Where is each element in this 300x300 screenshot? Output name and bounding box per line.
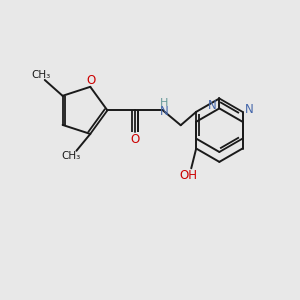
- Text: OH: OH: [179, 169, 197, 182]
- Text: CH₃: CH₃: [62, 151, 81, 161]
- Text: CH₃: CH₃: [31, 70, 50, 80]
- Text: N: N: [208, 99, 217, 112]
- Text: O: O: [87, 74, 96, 87]
- Text: H: H: [160, 98, 168, 108]
- Text: N: N: [160, 105, 168, 118]
- Text: N: N: [245, 103, 254, 116]
- Text: O: O: [130, 133, 140, 146]
